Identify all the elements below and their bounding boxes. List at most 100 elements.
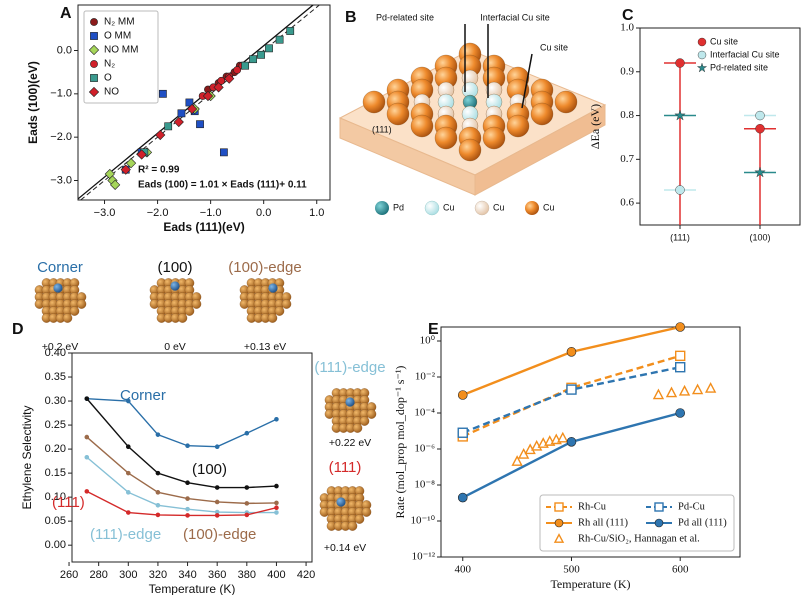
marker [185, 443, 190, 449]
marker [265, 44, 273, 53]
marker [704, 382, 717, 393]
marker [257, 50, 265, 59]
marker [219, 148, 228, 157]
marker [125, 398, 131, 404]
marker [177, 109, 186, 118]
marker [274, 500, 279, 506]
cluster-atom [76, 299, 87, 309]
marker [566, 347, 577, 357]
cluster-site [268, 283, 278, 293]
y-tick-label: 0.6 [620, 197, 634, 209]
x-tick-label: 400 [267, 569, 285, 581]
marker [125, 444, 131, 449]
atom [386, 102, 410, 126]
cluster-energy: +0.2 eV [42, 341, 79, 353]
marker [566, 384, 577, 395]
legend-label: Cu [543, 202, 555, 212]
series-label: (111)-edge [90, 526, 161, 543]
y-tick-label: 0.15 [45, 467, 66, 479]
cluster-label: (111) [329, 459, 362, 476]
y-tick-label: 0.8 [620, 109, 634, 121]
y-tick-label: 10⁰ [420, 335, 436, 347]
legend-label: Rh-Cu [578, 501, 607, 512]
x-tick-label: −1.0 [200, 207, 222, 219]
x-tick-label: (111) [670, 232, 690, 242]
marker [125, 490, 131, 495]
y-tick-label: 10⁻² [415, 371, 436, 383]
marker [275, 35, 284, 44]
marker [241, 61, 250, 70]
cluster-atom [347, 521, 358, 531]
cluster-atom [62, 313, 73, 323]
marker [675, 350, 686, 362]
x-tick-label: 600 [672, 564, 689, 576]
marker [244, 485, 250, 490]
cluster-site [53, 283, 63, 293]
marker [185, 480, 190, 486]
marker [125, 158, 137, 169]
x-tick-label: 300 [119, 569, 137, 581]
marker [155, 490, 161, 495]
y-tick-label: 0.10 [45, 491, 66, 503]
cluster-site [336, 497, 346, 507]
marker [274, 510, 279, 515]
y-tick-label: 0.30 [45, 395, 66, 407]
marker [286, 27, 295, 35]
legend-box [539, 494, 735, 552]
marker [185, 513, 190, 518]
cluster-atom [281, 299, 292, 309]
legend-atom [424, 200, 440, 216]
marker [274, 417, 279, 422]
x-tick-label: (100) [749, 232, 770, 242]
cluster [239, 278, 292, 323]
marker [84, 396, 90, 401]
y-axis-label: Rate (mol_prop mol_dop⁻¹ s⁻¹) [393, 366, 407, 519]
site-label: Cu site [540, 42, 568, 52]
marker [84, 489, 90, 494]
cluster [324, 388, 377, 433]
marker [213, 82, 224, 93]
marker [244, 430, 250, 436]
marker [84, 434, 90, 440]
legend-label: NO [104, 87, 119, 98]
atom [410, 114, 434, 138]
marker [697, 37, 707, 47]
marker [136, 149, 147, 160]
marker [654, 518, 664, 528]
marker [214, 444, 220, 449]
marker [155, 129, 166, 141]
y-tick-label: 10⁻⁴ [414, 407, 435, 419]
legend-label: Rh-Cu/SiO₂, Hannagan et al. [578, 533, 700, 544]
x-tick-label: −3.0 [94, 207, 116, 219]
legend-label: Pd [393, 202, 404, 212]
legend-label: Cu [443, 202, 455, 212]
cluster-atom [69, 306, 80, 316]
x-tick-label: 0.0 [256, 207, 271, 219]
series-label: (100)-edge [183, 526, 256, 543]
marker [678, 384, 691, 396]
series-label: (111) [52, 494, 85, 511]
marker [125, 510, 131, 515]
marker [691, 383, 704, 395]
marker [214, 499, 220, 505]
marker [90, 60, 98, 68]
y-tick-label: 1.0 [620, 22, 634, 34]
legend-label: Pd all (111) [678, 517, 727, 528]
cluster-atom [354, 514, 365, 524]
series-line [462, 411, 681, 499]
panel-label: C [622, 7, 634, 24]
marker [186, 103, 198, 115]
y-tick-label: 0.7 [620, 153, 634, 165]
y-tick-label: 0.9 [620, 65, 634, 77]
marker [185, 98, 194, 107]
y-tick-label: 0.40 [45, 347, 66, 359]
marker [217, 76, 226, 85]
marker [214, 485, 220, 490]
marker [110, 179, 121, 190]
y-tick-label: 10⁻⁸ [414, 479, 435, 491]
x-tick-label: 420 [297, 569, 315, 581]
marker [511, 455, 523, 466]
cluster-atom [191, 299, 202, 309]
atom [506, 114, 530, 138]
